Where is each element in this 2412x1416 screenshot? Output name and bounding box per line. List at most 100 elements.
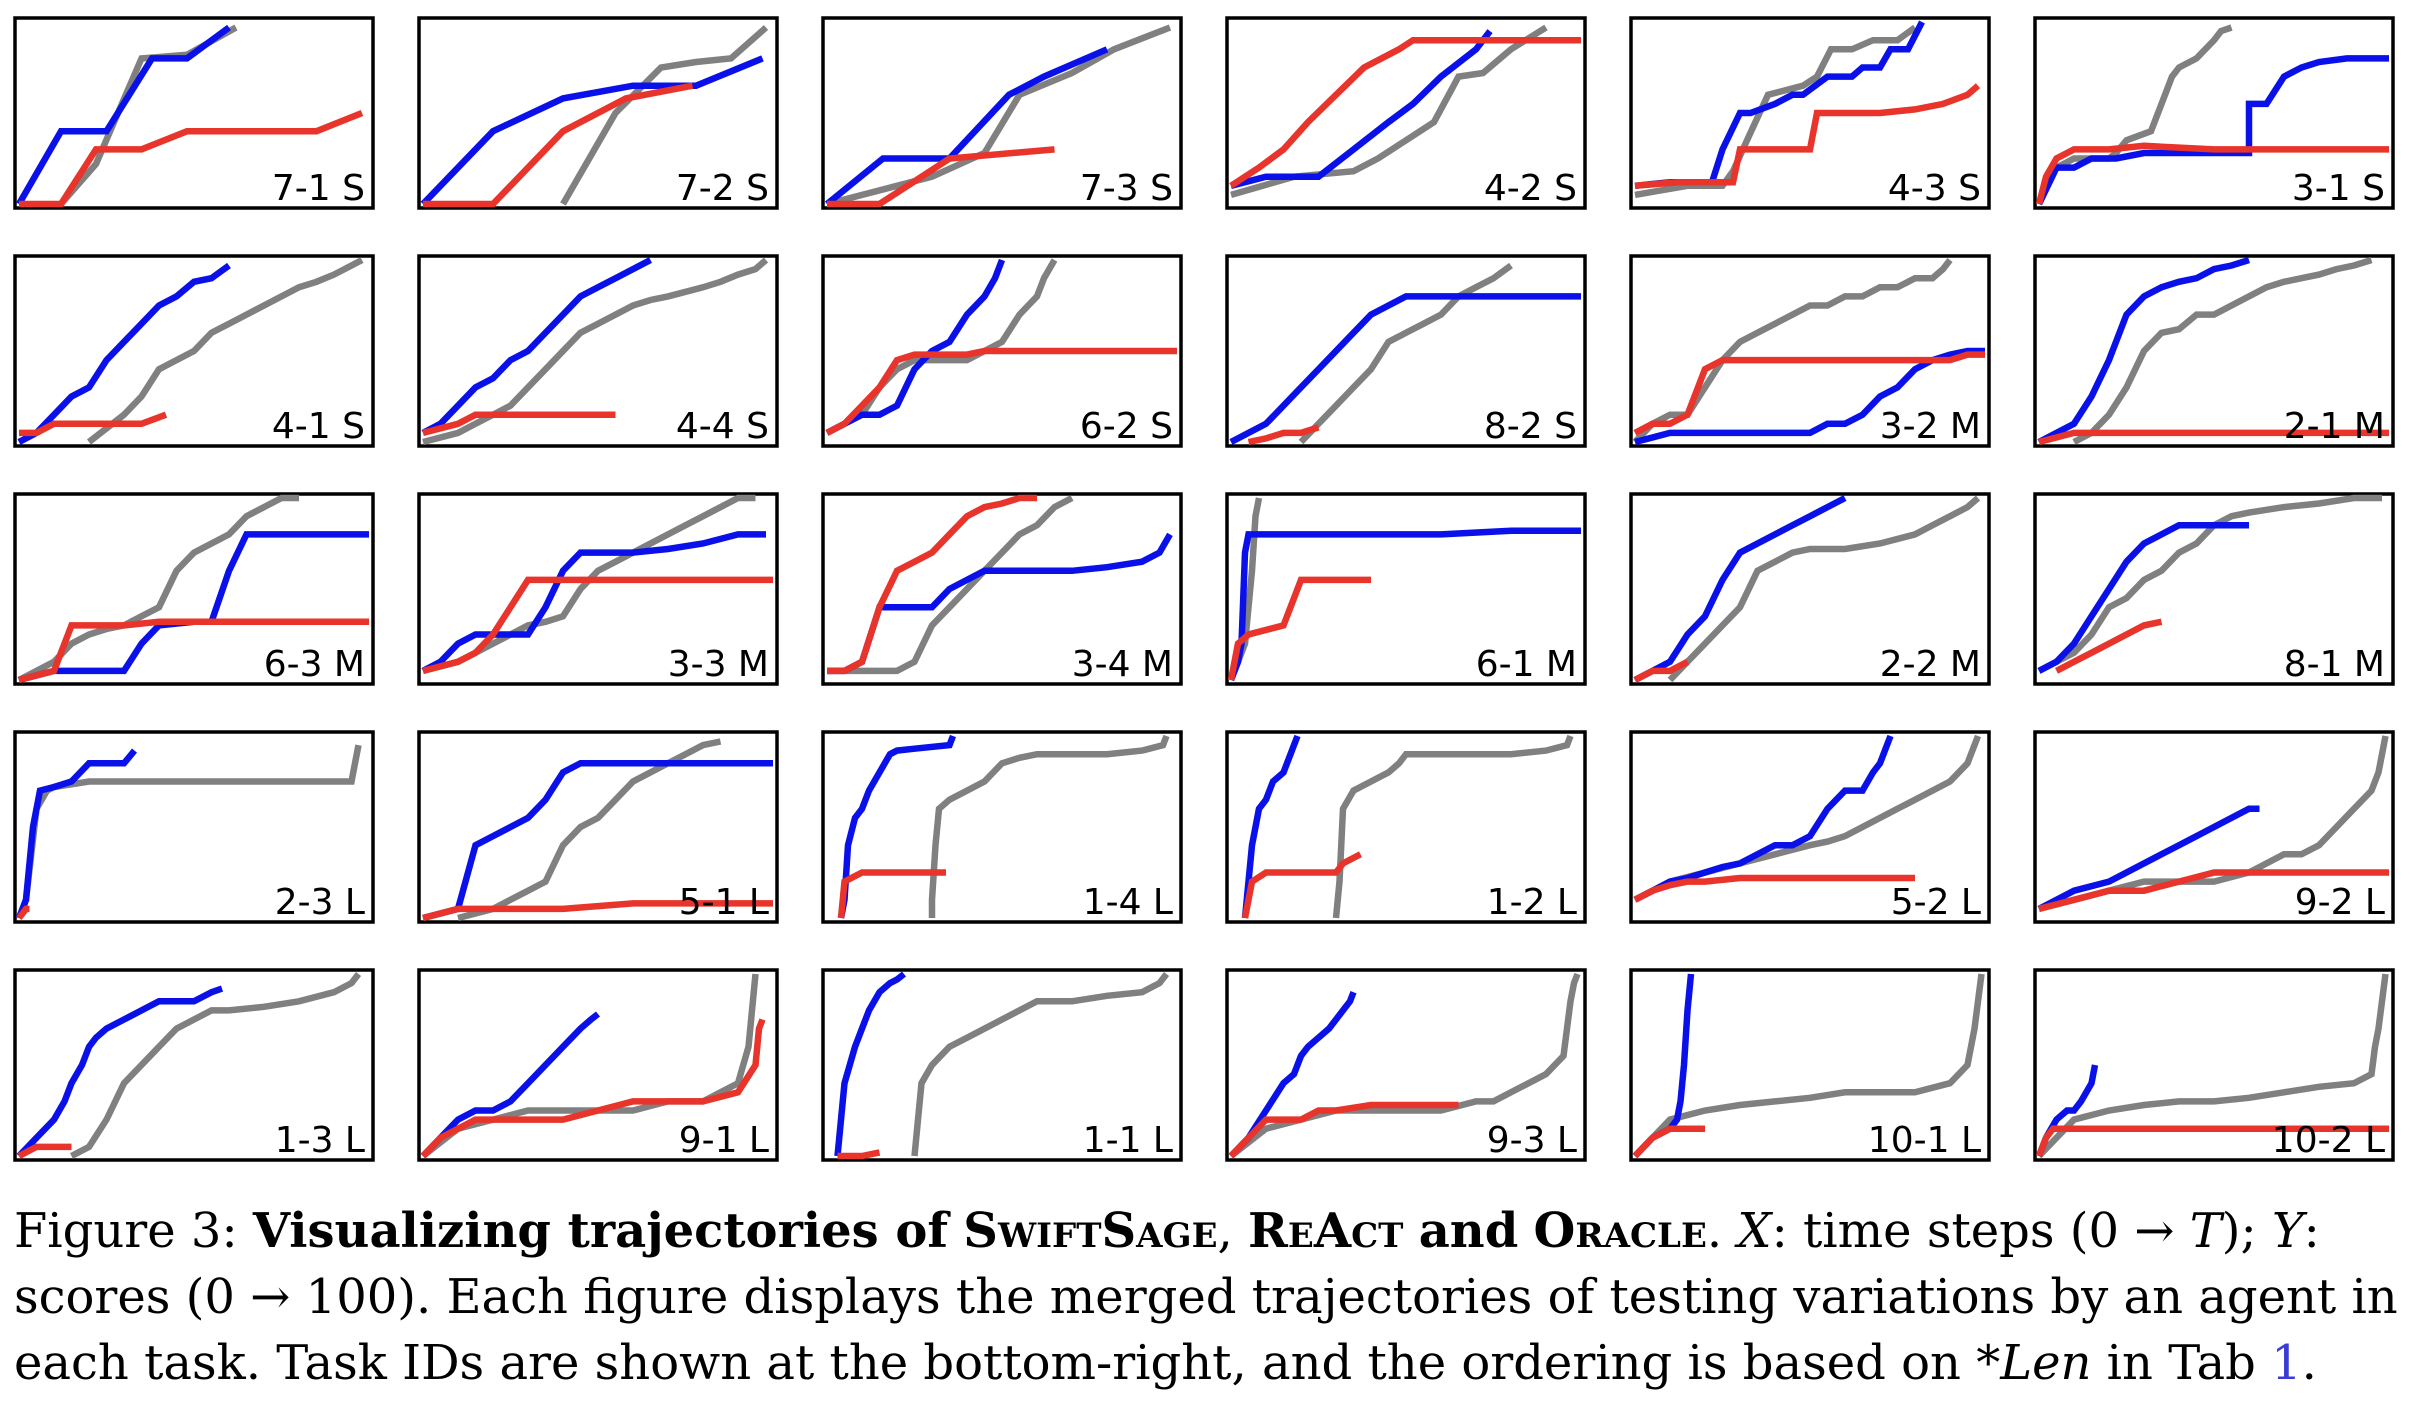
panel-frame	[1225, 254, 1587, 448]
series-react	[18, 618, 369, 684]
series-oracle	[827, 495, 1074, 675]
panel-label: 4-4 S	[676, 406, 769, 447]
series-react	[825, 347, 1177, 436]
panel-label: 3-1 S	[2292, 168, 2385, 209]
series-oracle	[560, 25, 769, 206]
series-react	[2035, 1125, 2389, 1158]
caption-fig-label: Figure 3:	[14, 1203, 238, 1259]
panel-label: 1-1 L	[1083, 1120, 1173, 1161]
panel-1-1-l: 1-1 L	[821, 968, 1183, 1162]
panel-3-2-m: 3-2 M	[1629, 254, 1991, 448]
series-react	[827, 146, 1055, 208]
caption-t-var: T	[2189, 1203, 2222, 1259]
series-swiftsage	[824, 46, 1109, 207]
caption-and: and	[1418, 1203, 1519, 1259]
panel-label: 9-3 L	[1487, 1120, 1577, 1161]
series-swiftsage	[420, 1011, 601, 1159]
panel-label: 1-4 L	[1083, 882, 1173, 923]
series-oracle	[2072, 256, 2373, 445]
series-oracle	[2038, 735, 2389, 913]
legend-react: ReAct	[1248, 1203, 1404, 1259]
panel-label: 3-4 M	[1072, 644, 1173, 685]
series-swiftsage	[1634, 20, 1925, 190]
panel-4-1-s: 4-1 S	[13, 254, 375, 448]
caption-y-var: Y	[2271, 1203, 2304, 1259]
series-react	[1633, 658, 1689, 683]
series-swiftsage	[2037, 805, 2260, 912]
panel-label: 10-2 L	[2272, 1120, 2385, 1161]
series-react	[420, 1018, 766, 1159]
panel-7-3-s: 7-3 S	[821, 16, 1183, 210]
caption-end: .	[2301, 1335, 2317, 1391]
series-swiftsage	[2037, 522, 2249, 674]
series-swiftsage	[16, 24, 231, 206]
panel-4-3-s: 4-3 S	[1629, 16, 1991, 210]
series-oracle	[1298, 262, 1513, 445]
series-react	[1633, 351, 1985, 436]
panel-5-1-l: 5-1 L	[417, 730, 779, 924]
series-react	[17, 1143, 72, 1159]
panel-label: 4-1 S	[272, 406, 365, 447]
panel-7-2-s: 7-2 S	[417, 16, 779, 210]
series-react	[1227, 576, 1371, 681]
panel-4-4-s: 4-4 S	[417, 254, 779, 448]
series-swiftsage	[420, 55, 764, 207]
panel-3-1-s: 3-1 S	[2033, 16, 2395, 210]
series-oracle	[826, 24, 1172, 208]
series-react	[2038, 429, 2389, 446]
panel-frame	[13, 730, 375, 924]
panel-9-3-l: 9-3 L	[1225, 968, 1587, 1162]
panel-3-3-m: 3-3 M	[417, 492, 779, 686]
series-react	[837, 869, 946, 919]
series-react	[423, 82, 694, 208]
panel-label: 7-3 S	[1080, 168, 1173, 209]
panel-frame	[821, 968, 1183, 1162]
caption-len: Len	[2000, 1335, 2092, 1391]
series-react	[2038, 869, 2389, 913]
panel-frame	[1225, 492, 1587, 686]
series-oracle	[911, 972, 1170, 1157]
series-oracle	[1634, 24, 1917, 199]
panel-label: 1-2 L	[1487, 882, 1577, 923]
caption-period: .	[1706, 1203, 1723, 1259]
series-react	[827, 494, 1037, 675]
series-react	[2035, 142, 2389, 205]
panel-9-1-l: 9-1 L	[417, 968, 779, 1162]
panel-label: 3-2 M	[1880, 406, 1981, 447]
panel-9-2-l: 9-2 L	[2033, 730, 2395, 924]
panel-frame	[13, 492, 375, 686]
series-swiftsage	[1633, 495, 1847, 683]
panel-label: 4-2 S	[1484, 168, 1577, 209]
series-oracle	[422, 494, 756, 675]
series-react	[422, 900, 773, 922]
series-swiftsage	[17, 262, 231, 445]
panel-label: 7-2 S	[676, 168, 769, 209]
panel-label: 4-3 S	[1888, 168, 1981, 209]
legend-swiftsage: SwiftSage	[963, 1203, 1218, 1259]
panel-label: 10-1 L	[1868, 1120, 1981, 1161]
series-swiftsage	[421, 257, 652, 436]
trajectory-grid: 7-1 S 7-2 S 7-3 S 4-2 S 4-3 S 3-1 S 4-1 S 4-4 S…	[13, 16, 2395, 1162]
caption-x-var: X	[1737, 1203, 1772, 1259]
panel-frame	[1225, 968, 1587, 1162]
series-react	[1247, 424, 1320, 446]
panel-label: 6-3 M	[264, 644, 365, 685]
panel-label: 2-3 L	[275, 882, 365, 923]
panel-label: 2-1 M	[2284, 406, 2385, 447]
panel-6-2-s: 6-2 S	[821, 254, 1183, 448]
caption-title-prefix: Visualizing trajectories of	[252, 1203, 949, 1259]
caption-tab-ref[interactable]: 1	[2271, 1335, 2302, 1391]
legend-oracle: Oracle	[1533, 1203, 1707, 1259]
series-oracle	[87, 257, 364, 445]
panel-frame	[821, 492, 1183, 686]
caption-x-desc: : time steps (0 →	[1771, 1203, 2190, 1259]
series-oracle	[1332, 734, 1574, 919]
panel-label: 2-2 M	[1880, 644, 1981, 685]
panel-label: 5-2 L	[1891, 882, 1981, 923]
panel-7-1-s: 7-1 S	[13, 16, 375, 210]
panel-label: 3-3 M	[668, 644, 769, 685]
series-react	[2055, 618, 2163, 674]
panel-5-2-l: 5-2 L	[1629, 730, 1991, 924]
series-oracle	[1667, 495, 1981, 683]
